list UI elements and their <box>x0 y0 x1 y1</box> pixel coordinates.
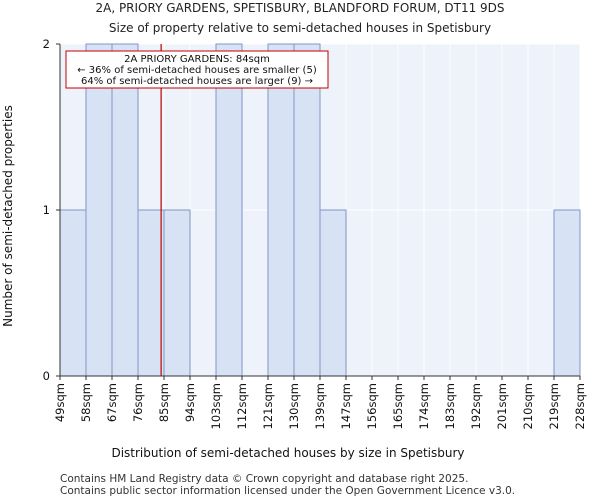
x-tick-label: 210sqm <box>521 383 535 429</box>
x-tick-label: 58sqm <box>79 383 93 422</box>
y-axis-label: Number of semi-detached properties <box>1 105 15 327</box>
histogram-bar <box>319 209 347 377</box>
y-tick-label: 1 <box>43 203 50 217</box>
x-tick-label: 147sqm <box>339 383 353 429</box>
y-tick-labels: 0 1 2 <box>43 37 50 383</box>
annotation-line3: 64% of semi-detached houses are larger (… <box>81 76 313 87</box>
annotation-line2: ← 36% of semi-detached houses are smalle… <box>77 65 317 76</box>
x-tick-label: 192sqm <box>469 383 483 429</box>
histogram-bar <box>59 209 87 377</box>
x-tick-label: 156sqm <box>365 383 379 429</box>
x-tick-label: 165sqm <box>391 383 405 429</box>
histogram-bar <box>553 209 581 377</box>
histogram-bar <box>137 209 165 377</box>
histogram-bar <box>85 43 113 377</box>
x-tick-label: 67sqm <box>105 383 119 422</box>
annotation-frame <box>65 50 329 89</box>
x-tick-label: 85sqm <box>157 383 171 422</box>
x-tick-label: 183sqm <box>443 383 457 429</box>
x-tick-label: 130sqm <box>287 383 301 429</box>
x-tick-label: 76sqm <box>131 383 145 422</box>
x-tick-label: 103sqm <box>209 383 223 429</box>
histogram-bar <box>163 209 191 377</box>
histogram-bar <box>215 43 243 377</box>
histogram-bar <box>293 43 321 377</box>
x-tick-label: 219sqm <box>547 383 561 429</box>
x-tick-label: 121sqm <box>261 383 275 429</box>
x-tick-label: 49sqm <box>53 383 67 422</box>
x-tick-labels: 49sqm 58sqm 67sqm 76sqm 85sqm 94sqm 103sqm 112s… <box>53 383 587 429</box>
x-tick-label: 94sqm <box>183 383 197 422</box>
bars-layer <box>59 43 581 377</box>
chart-title-line1: 2A, PRIORY GARDENS, SPETISBURY, BLANDFOR… <box>95 1 504 15</box>
x-tick-label: 174sqm <box>417 383 431 429</box>
annotation-box: 2A PRIORY GARDENS: 84sqm ← 36% of semi-d… <box>65 50 329 89</box>
x-tick-label: 201sqm <box>495 383 509 429</box>
histogram-bar <box>111 43 139 377</box>
axes-layer <box>56 43 581 380</box>
footer-line2: Contains public sector information licen… <box>60 485 515 497</box>
histogram-bar <box>267 43 295 377</box>
chart-title-line2: Size of property relative to semi-detach… <box>109 21 491 35</box>
x-axis-label: Distribution of semi-detached houses by … <box>111 446 464 460</box>
annotation-line1: 2A PRIORY GARDENS: 84sqm <box>124 54 270 65</box>
x-tick-label: 228sqm <box>573 383 587 429</box>
footer-line1: Contains HM Land Registry data © Crown c… <box>60 473 468 485</box>
y-tick-label: 0 <box>43 369 50 383</box>
y-tick-label: 2 <box>43 37 50 51</box>
x-tick-label: 112sqm <box>235 383 249 429</box>
x-tick-label: 139sqm <box>313 383 327 429</box>
